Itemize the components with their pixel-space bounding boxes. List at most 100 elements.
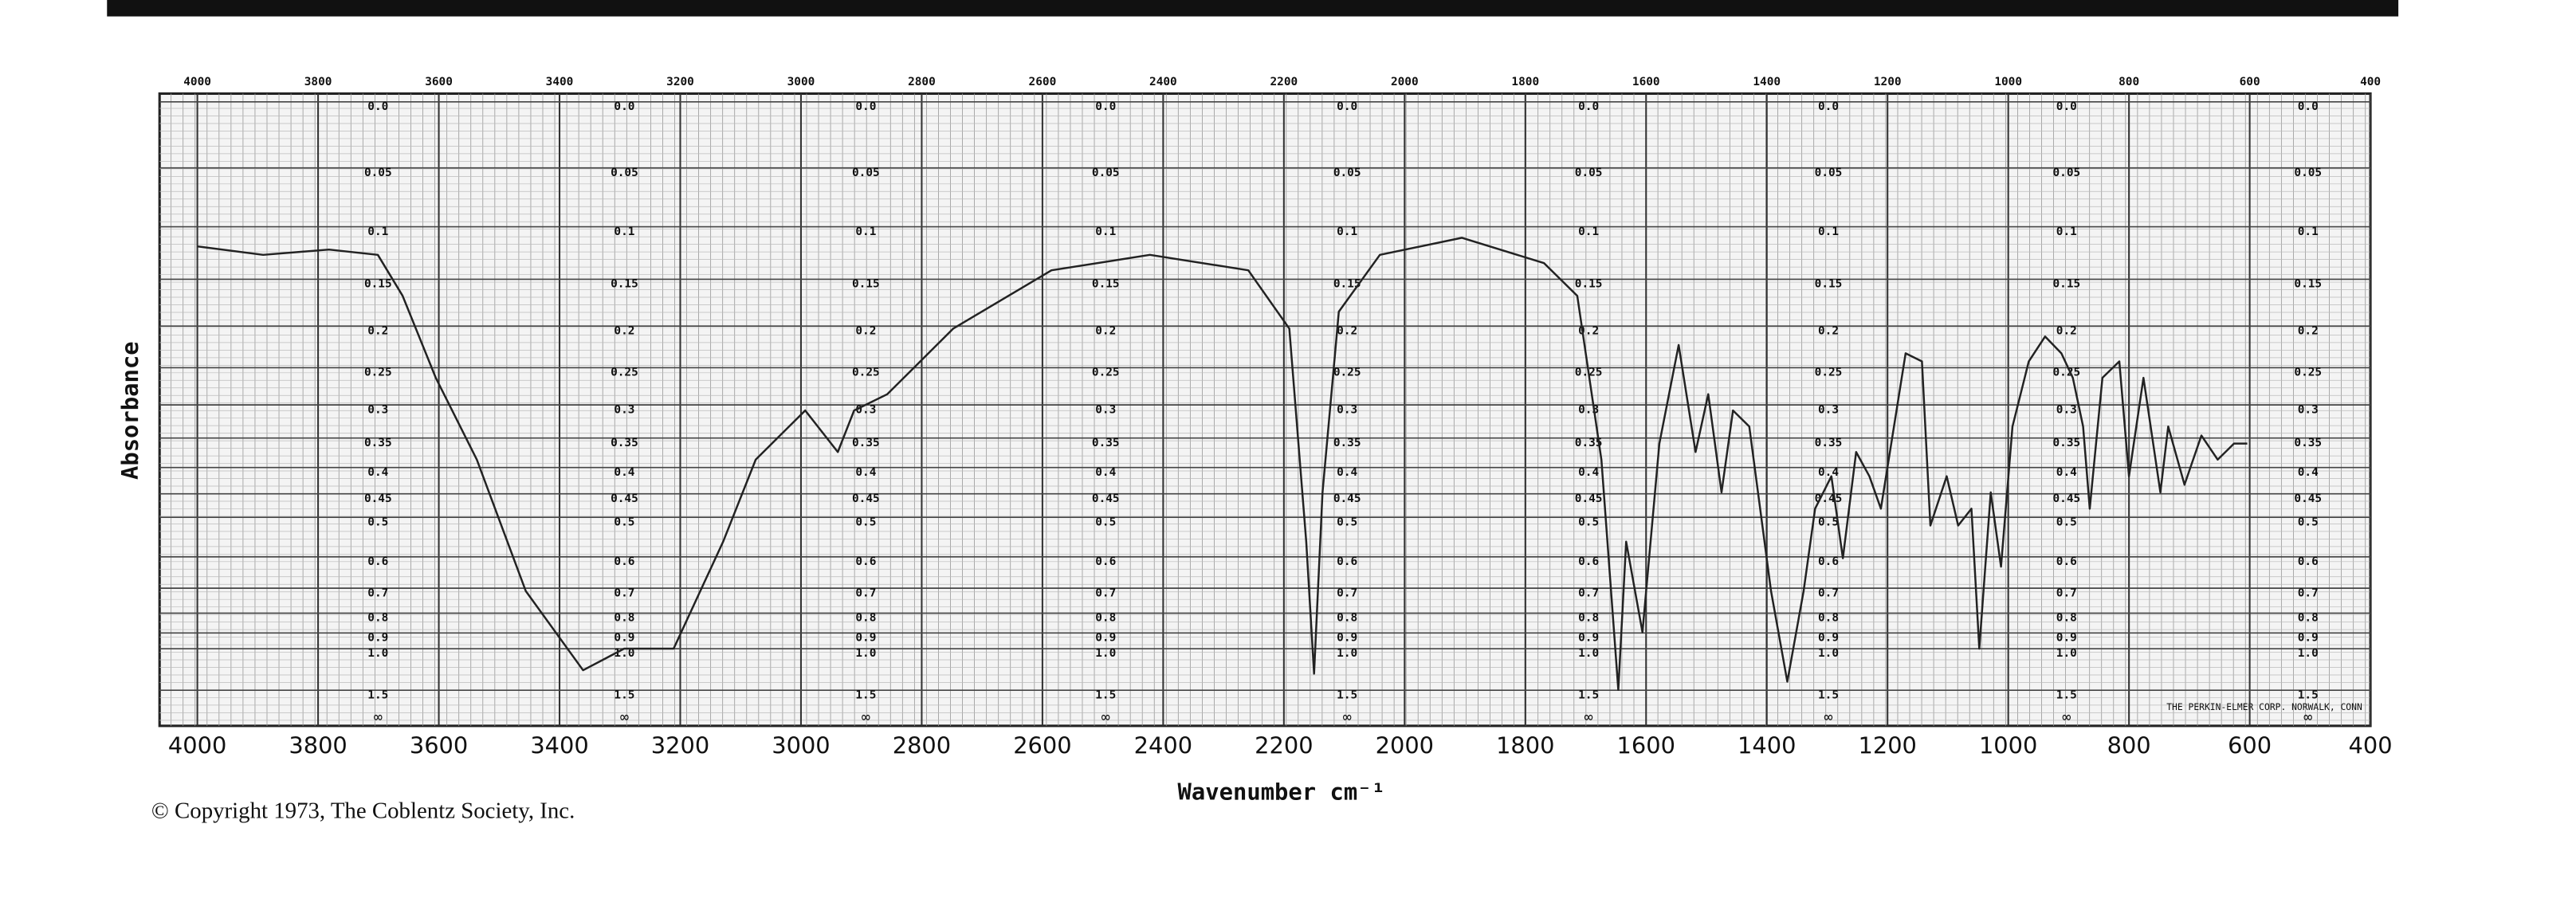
- y-tick-label: 0.25: [2052, 367, 2080, 379]
- top-tick-label: 3000: [787, 76, 815, 88]
- y-tick-label: 0.8: [614, 612, 634, 625]
- y-tick-label: 0.25: [1815, 367, 1843, 379]
- top-tick-label: 4000: [183, 76, 211, 88]
- x-tick-label: 2600: [1013, 732, 1071, 759]
- y-tick-label: 1.5: [855, 688, 876, 701]
- y-tick-label: 0.05: [2052, 167, 2080, 179]
- y-tick-label: 0.15: [1815, 278, 1843, 291]
- y-tick-label: 0.3: [2056, 403, 2077, 416]
- top-tick-label: 2400: [1149, 76, 1177, 88]
- y-tick-label: 0.3: [2298, 403, 2319, 416]
- y-tick-label: 1.0: [367, 647, 388, 660]
- y-tick-label: 0.8: [855, 612, 876, 625]
- y-tick-label: 0.45: [1575, 492, 1603, 505]
- y-end-label: ∞: [1584, 709, 1593, 726]
- y-tick-label: 0.4: [2056, 466, 2077, 479]
- y-tick-label: 0.35: [611, 437, 638, 449]
- top-tick-label: 1200: [1874, 76, 1902, 88]
- y-tick-label: 1.5: [1818, 688, 1839, 701]
- y-tick-label: 1.0: [855, 647, 876, 660]
- y-tick-label: 1.0: [1337, 647, 1357, 660]
- top-tick-label: 3400: [546, 76, 574, 88]
- x-tick-label: 800: [2107, 732, 2151, 759]
- x-tick-label: 2800: [893, 732, 951, 759]
- y-tick-label: 0.7: [1578, 586, 1599, 599]
- y-axis-label: Absorbance: [116, 341, 143, 480]
- top-tick-label: 3800: [304, 76, 332, 88]
- y-tick-label: 0.0: [855, 100, 876, 113]
- x-axis-label: Wavenumber cm⁻¹: [1178, 778, 1385, 805]
- x-tick-label: 3200: [651, 732, 709, 759]
- y-tick-label: 0.45: [2294, 492, 2322, 505]
- y-tick-label: 0.8: [2056, 612, 2077, 625]
- y-tick-label: 0.1: [1818, 226, 1839, 238]
- y-tick-label: 0.25: [611, 367, 638, 379]
- paper-note: THE PERKIN-ELMER CORP. NORWALK, CONN: [2166, 701, 2362, 712]
- y-tick-label: 0.9: [1337, 631, 1357, 644]
- y-tick-label: 0.6: [1095, 555, 1116, 568]
- y-tick-label: 0.35: [364, 437, 392, 449]
- top-tick-label: 800: [2119, 76, 2139, 88]
- y-tick-label: 0.15: [2294, 278, 2322, 291]
- y-tick-label: 0.7: [2056, 586, 2077, 599]
- y-tick-label: 0.4: [855, 466, 876, 479]
- y-tick-label: 0.05: [1575, 167, 1603, 179]
- y-tick-label: 0.35: [852, 437, 880, 449]
- y-tick-label: 0.7: [614, 586, 634, 599]
- y-tick-label: 0.9: [1095, 631, 1116, 644]
- top-tick-label: 1000: [1994, 76, 2022, 88]
- top-tick-label: 2000: [1391, 76, 1419, 88]
- y-tick-label: 0.8: [1095, 612, 1116, 625]
- y-tick-label: 0.35: [2052, 437, 2080, 449]
- y-tick-label: 1.5: [1337, 688, 1357, 701]
- y-tick-label: 0.5: [614, 516, 634, 528]
- y-end-label: ∞: [620, 709, 629, 726]
- y-tick-label: 0.25: [852, 367, 880, 379]
- y-tick-label: 0.8: [1818, 612, 1839, 625]
- y-tick-label: 0.1: [855, 226, 876, 238]
- y-tick-label: 0.45: [611, 492, 638, 505]
- y-tick-label: 0.35: [1575, 437, 1603, 449]
- top-tick-label: 2800: [908, 76, 936, 88]
- y-tick-label: 0.3: [1095, 403, 1116, 416]
- y-tick-label: 0.15: [364, 278, 392, 291]
- y-tick-label: 0.9: [1818, 631, 1839, 644]
- y-tick-label: 1.0: [1095, 647, 1116, 660]
- y-tick-label: 0.2: [1337, 324, 1357, 337]
- y-tick-label: 0.9: [855, 631, 876, 644]
- y-tick-label: 1.5: [1578, 688, 1599, 701]
- y-tick-label: 1.5: [2056, 688, 2077, 701]
- x-tick-label: 3400: [530, 732, 588, 759]
- top-tick-label: 2200: [1270, 76, 1298, 88]
- y-tick-label: 0.3: [1337, 403, 1357, 416]
- y-tick-label: 0.1: [1095, 226, 1116, 238]
- x-tick-label: 1600: [1617, 732, 1675, 759]
- y-tick-label: 0.0: [2298, 100, 2319, 113]
- x-tick-label: 4000: [168, 732, 226, 759]
- top-tick-label: 1400: [1753, 76, 1781, 88]
- y-tick-label: 0.5: [1095, 516, 1116, 528]
- y-tick-label: 0.5: [2298, 516, 2319, 528]
- y-tick-label: 0.0: [1095, 100, 1116, 113]
- top-tick-label: 1800: [1511, 76, 1539, 88]
- y-tick-label: 0.9: [367, 631, 388, 644]
- y-tick-label: 0.45: [2052, 492, 2080, 505]
- y-tick-label: 0.0: [1337, 100, 1357, 113]
- y-tick-label: 0.0: [367, 100, 388, 113]
- y-tick-label: 0.5: [1818, 516, 1839, 528]
- y-tick-label: 1.0: [2056, 647, 2077, 660]
- top-tick-label: 3600: [425, 76, 453, 88]
- y-tick-label: 0.1: [1578, 226, 1599, 238]
- y-tick-label: 1.0: [1818, 647, 1839, 660]
- y-tick-label: 0.7: [855, 586, 876, 599]
- y-tick-label: 0.4: [367, 466, 388, 479]
- y-tick-label: 0.6: [1578, 555, 1599, 568]
- y-tick-label: 0.2: [1095, 324, 1116, 337]
- y-tick-label: 0.45: [1092, 492, 1120, 505]
- y-tick-label: 0.6: [2056, 555, 2077, 568]
- y-end-label: ∞: [374, 709, 383, 726]
- y-tick-label: 0.8: [367, 612, 388, 625]
- y-tick-label: 0.2: [2056, 324, 2077, 337]
